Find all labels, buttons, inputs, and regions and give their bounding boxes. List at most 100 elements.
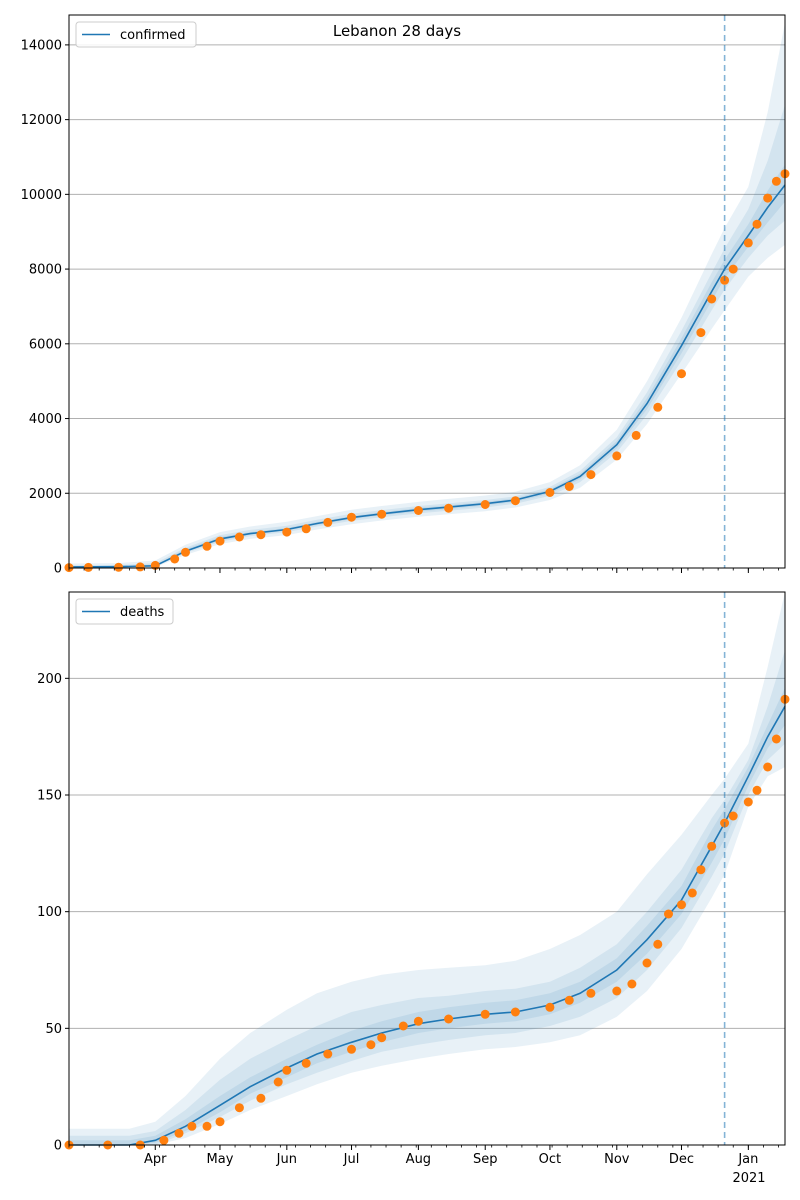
observed-point <box>377 1033 387 1043</box>
observed-point <box>612 451 622 461</box>
y-tick-label: 4000 <box>29 412 62 427</box>
observed-point <box>347 512 356 522</box>
observed-point <box>728 811 738 821</box>
observed-point <box>677 369 686 379</box>
x-tick-label: Aug <box>406 1152 431 1167</box>
y-tick-label: 6000 <box>29 337 62 352</box>
observed-point <box>564 482 574 491</box>
x-tick-label: Oct <box>539 1152 561 1167</box>
observed-point <box>510 1007 520 1017</box>
observed-point <box>413 506 423 515</box>
observed-point <box>612 986 622 996</box>
observed-point <box>83 562 93 572</box>
observed-point <box>743 797 753 807</box>
observed-point <box>545 488 555 497</box>
observed-point <box>642 958 652 968</box>
observed-point <box>256 530 266 540</box>
observed-point <box>752 785 762 795</box>
observed-point <box>202 541 212 551</box>
observed-point <box>398 1021 408 1031</box>
y-tick-label: 0 <box>54 562 62 577</box>
observed-point <box>677 900 686 910</box>
legend-box <box>75 598 174 625</box>
axes-frame <box>68 14 786 569</box>
x-tick-label: Nov <box>604 1152 630 1167</box>
y-tick-label: 0 <box>54 1139 62 1154</box>
legend-label: deaths <box>120 605 165 620</box>
model-line-confirmed <box>68 184 786 568</box>
x-tick-label: Apr <box>144 1152 167 1167</box>
observed-point <box>545 1002 555 1012</box>
observed-point <box>510 496 520 506</box>
y-tick-label: 2000 <box>29 487 62 502</box>
observed-point <box>256 1093 266 1103</box>
uncertainty-band-2 <box>69 104 785 568</box>
observed-point <box>752 219 762 229</box>
y-tick-label: 8000 <box>29 263 62 278</box>
observed-point <box>377 509 387 519</box>
observed-point <box>653 939 663 949</box>
y-tick-label: 10000 <box>21 188 62 203</box>
observed-point <box>631 430 641 440</box>
observed-point <box>728 264 738 274</box>
x-tick-label: Dec <box>669 1152 694 1167</box>
observed-point <box>323 1049 333 1059</box>
observed-points <box>64 169 790 573</box>
observed-point <box>234 532 244 542</box>
observed-point <box>653 402 663 412</box>
y-tick-label: 200 <box>37 672 62 687</box>
uncertainty-band-1 <box>69 592 785 1145</box>
observed-point <box>114 562 124 572</box>
y-tick-label: 100 <box>37 905 62 920</box>
x-tick-label: Jan <box>737 1152 758 1167</box>
observed-point <box>301 524 311 534</box>
observed-point <box>707 294 717 304</box>
observed-point <box>347 1044 356 1054</box>
observed-point <box>187 1121 197 1131</box>
observed-point <box>696 328 706 338</box>
observed-point <box>282 1065 292 1075</box>
observed-point <box>323 517 333 527</box>
observed-point <box>707 841 717 851</box>
observed-point <box>586 988 596 998</box>
y-tick-label: 150 <box>37 789 62 804</box>
observed-point <box>480 1009 490 1019</box>
observed-point <box>480 500 490 509</box>
observed-point <box>181 547 190 557</box>
legend-label: confirmed <box>120 28 186 43</box>
observed-point <box>202 1121 212 1131</box>
observed-point <box>174 1128 184 1138</box>
y-tick-label: 50 <box>45 1022 62 1037</box>
observed-point <box>743 238 753 248</box>
observed-point <box>301 1058 311 1068</box>
observed-point <box>586 470 596 480</box>
observed-point <box>273 1077 283 1087</box>
observed-point <box>215 536 225 546</box>
observed-point <box>771 734 781 744</box>
x-tick-label: Jun <box>276 1152 297 1167</box>
x-year-label: 2021 <box>732 1171 765 1186</box>
legend: deaths <box>75 598 174 625</box>
observed-point <box>763 193 773 203</box>
observed-point <box>627 979 637 989</box>
deaths-panel: 0 50 100 150 200 Apr May Jun Jul Aug Sep Oct Nov Dec J… <box>37 591 790 1167</box>
observed-point <box>696 865 706 875</box>
x-tick-label: May <box>207 1152 234 1167</box>
figure-title: Lebanon 28 days <box>333 22 461 40</box>
observed-point <box>444 503 454 513</box>
plot-area <box>69 15 785 568</box>
observed-point <box>664 909 673 919</box>
observed-point <box>282 527 292 537</box>
plot-area <box>69 592 785 1145</box>
observed-point <box>135 562 145 572</box>
axes-frame <box>68 591 786 1146</box>
observed-point <box>687 888 697 898</box>
observed-point <box>366 1040 376 1050</box>
observed-point <box>215 1117 225 1127</box>
observed-point <box>444 1014 454 1024</box>
y-tick-label: 14000 <box>21 38 62 53</box>
observed-point <box>170 554 180 564</box>
confirmed-panel: 0 2000 4000 6000 8000 10000 12000 14000 confirme… <box>21 14 790 577</box>
